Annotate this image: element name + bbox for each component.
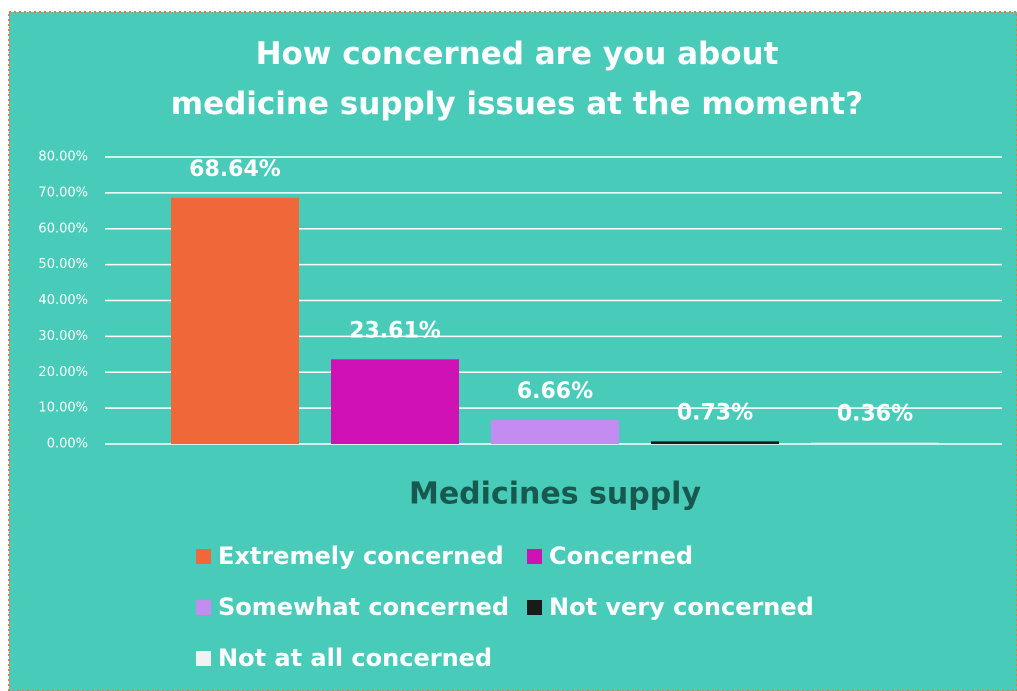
y-tick-label: 20.00%: [38, 365, 88, 380]
y-tick-label: 30.00%: [38, 329, 88, 344]
y-tick-label: 60.00%: [38, 221, 88, 236]
legend-swatch: [527, 549, 542, 564]
bar: [811, 442, 939, 444]
legend-label: Not at all concerned: [218, 644, 492, 672]
y-tick-label: 70.00%: [38, 185, 88, 200]
data-label: 68.64%: [189, 157, 281, 182]
data-label: 0.36%: [837, 402, 913, 427]
bar: [651, 441, 779, 444]
legend-label: Concerned: [549, 542, 693, 570]
legend-swatch: [196, 549, 211, 564]
chart-title: How concerned are you about medicine supp…: [171, 36, 863, 122]
legend-label: Extremely concerned: [218, 542, 504, 570]
legend-label: Not very concerned: [549, 593, 814, 621]
bar: [331, 359, 459, 444]
legend-label: Somewhat concerned: [218, 593, 509, 621]
y-tick-label: 10.00%: [38, 401, 88, 416]
data-label: 23.61%: [349, 318, 441, 343]
bar: [171, 197, 299, 444]
legend-swatch: [196, 600, 211, 615]
y-tick-label: 40.00%: [38, 293, 88, 308]
data-label: 6.66%: [517, 379, 593, 404]
y-tick-label: 0.00%: [47, 437, 88, 452]
legend-swatch: [196, 651, 211, 666]
x-axis-label: Medicines supply: [409, 477, 701, 512]
legend-swatch: [527, 600, 542, 615]
y-tick-label: 50.00%: [38, 257, 88, 272]
data-label: 0.73%: [677, 400, 753, 425]
y-tick-label: 80.00%: [38, 150, 88, 165]
bar: [491, 420, 619, 444]
